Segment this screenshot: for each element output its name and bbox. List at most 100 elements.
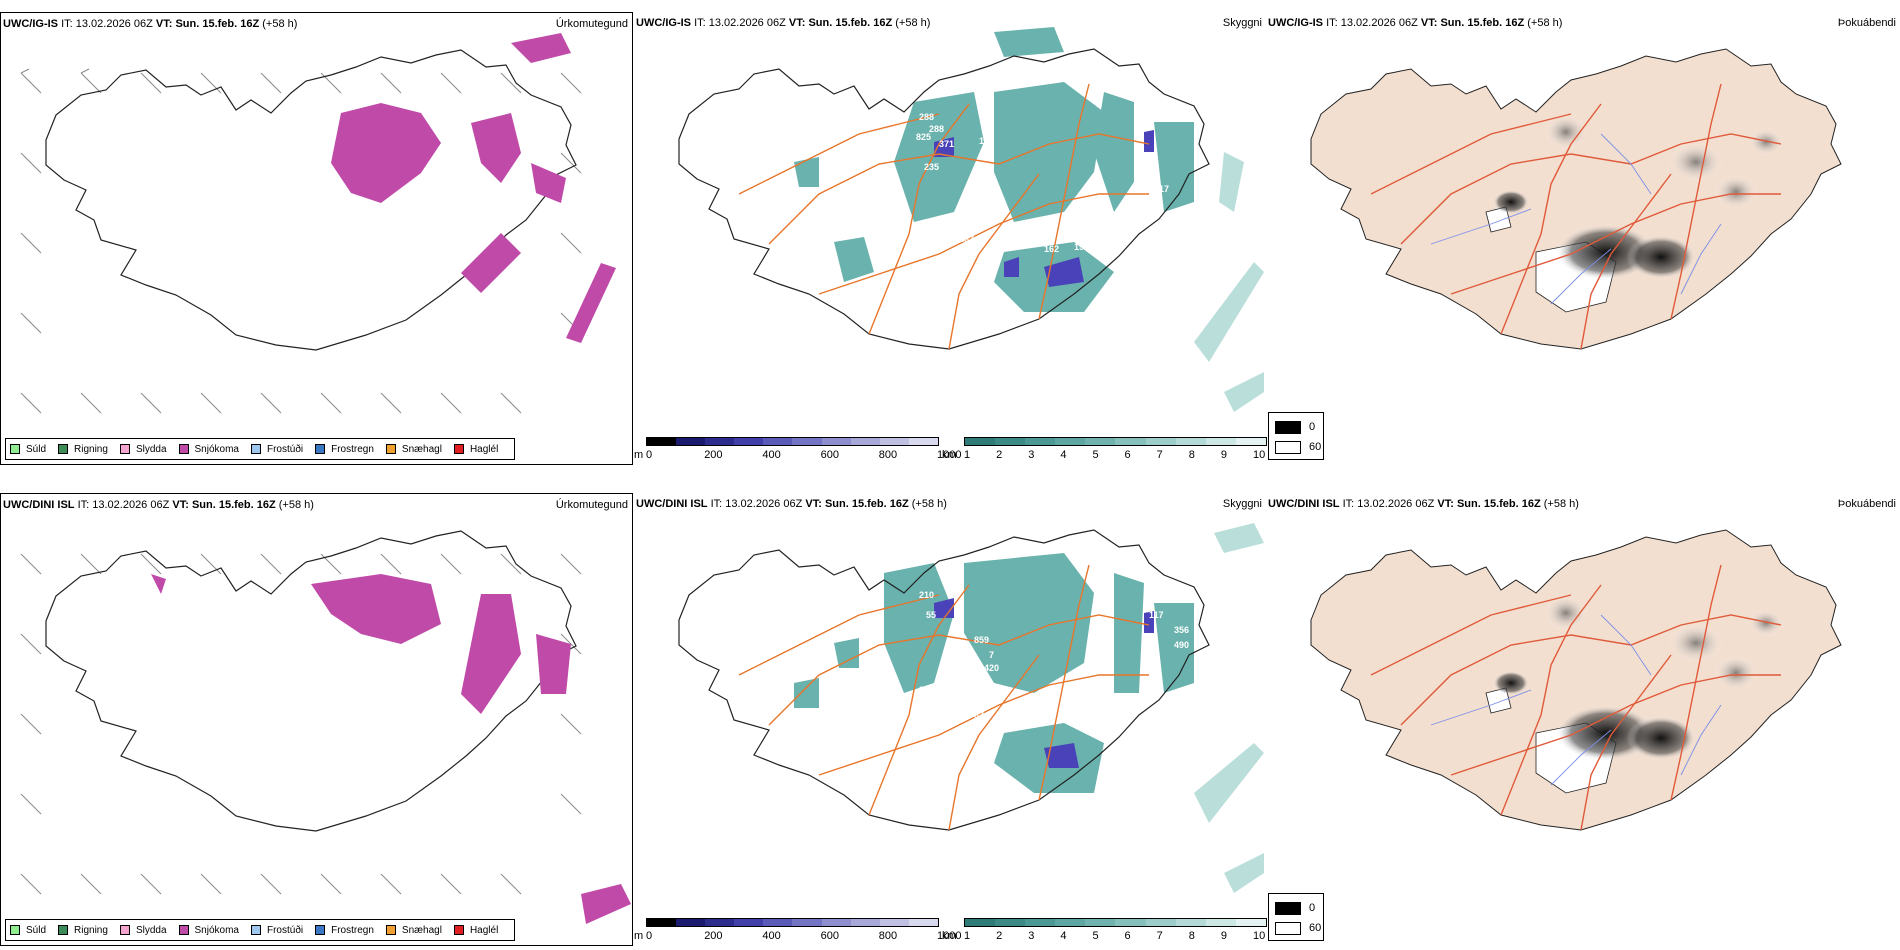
legend-swatch — [250, 925, 261, 935]
panel-title: Skyggni — [1222, 498, 1262, 510]
legend-item: Frostregn — [315, 444, 374, 455]
colorbar-tick: 7 — [1156, 930, 1163, 942]
colorbar-visibility-km-top: km 1 2 3 4 5 6 7 8 9 10 — [942, 437, 1267, 465]
legend-swatch — [453, 444, 464, 454]
legend-swatch — [10, 925, 20, 935]
panel-title: Þokuábendi — [1837, 498, 1896, 510]
legend-label: Súld — [26, 924, 47, 936]
colorbar-tick: 4 — [1060, 930, 1067, 942]
legend-swatch — [119, 925, 130, 935]
legend-label: Slydda — [135, 443, 167, 455]
legend-label: Slydda — [135, 924, 167, 936]
panel-title: Úrkomutegund — [555, 18, 628, 30]
precip-legend: Súld Rigning Slydda Snjókoma Frostúði Frostre… — [5, 438, 516, 460]
colorbar-tick: 800 — [878, 449, 898, 461]
colorbar-tick: 200 — [704, 930, 723, 942]
colorbar-unit: km — [942, 449, 957, 461]
panel-header: UWC/IG-IS IT: 13.02.2026 06Z VT: Sun. 15… — [636, 17, 931, 29]
legend-label: Snjókoma — [194, 924, 239, 936]
precip-type-panel-bottom: UWC/DINI ISL IT: 13.02.2026 06Z VT: Sun.… — [0, 493, 633, 946]
legend-swatch — [178, 444, 189, 454]
colorbar-tick: 10 — [1253, 930, 1266, 942]
legend-swatch — [178, 925, 189, 935]
precip-type-map-bottom — [1, 494, 633, 946]
colorbar-cloudbase-m-bottom: m 0 200 400 600 800 1000 — [634, 918, 961, 946]
colorbar-tick: 4 — [1060, 449, 1067, 461]
legend-swatch — [315, 444, 326, 454]
legend-label: Frostregn — [331, 924, 374, 936]
colorbar-tick: 9 — [1220, 449, 1227, 461]
legend-swatch — [58, 925, 69, 935]
fog-map-bottom — [1266, 493, 1900, 946]
colorbar-tick: 9 — [1220, 930, 1227, 942]
colorbar-tick: 8 — [1188, 930, 1195, 942]
colorbar-tick: 800 — [878, 930, 898, 942]
legend-item: Súld — [10, 925, 46, 936]
legend-swatch — [385, 925, 396, 935]
colorbar-tick: 6 — [1124, 449, 1131, 461]
fog-legend-top: 0 60 — [1268, 412, 1324, 460]
fog-map-top — [1266, 12, 1900, 465]
legend-item: Frostúði — [250, 924, 304, 936]
colorbar-tick: 5 — [1092, 930, 1099, 942]
panel-header: UWC/IG-IS IT: 13.02.2026 06Z VT: Sun. 15… — [1268, 17, 1563, 29]
legend-item: Haglél — [453, 443, 499, 455]
colorbar-tick: 7 — [1156, 449, 1163, 461]
colorbar-tick: 8 — [1188, 449, 1195, 461]
panel-title: Úrkomutegund — [555, 499, 628, 511]
colorbar-visibility-km-bottom: km 1 2 3 4 5 6 7 8 9 10 — [942, 918, 1267, 946]
colorbar-tick: 400 — [762, 449, 781, 461]
legend-swatch — [58, 444, 69, 454]
colorbar-tick: 600 — [820, 449, 839, 461]
colorbar-tick: 2 — [996, 449, 1003, 461]
colorbar-tick: 1 — [964, 449, 971, 461]
legend-item: Snæhagl — [385, 924, 442, 936]
colorbar-tick: 3 — [1028, 449, 1035, 461]
panel-header: UWC/DINI ISL IT: 13.02.2026 06Z VT: Sun.… — [1268, 498, 1579, 510]
colorbar-tick: 2 — [996, 930, 1003, 942]
colorbar-tick: 6 — [1124, 930, 1131, 942]
legend-swatch — [315, 925, 326, 935]
colorbar-tick: 0 — [646, 449, 653, 461]
colorbar-unit: m — [634, 449, 644, 461]
legend-swatch — [119, 444, 130, 454]
legend-label: Haglél — [469, 443, 499, 455]
panel-header: UWC/DINI ISL IT: 13.02.2026 06Z VT: Sun.… — [3, 499, 314, 511]
fog-panel-bottom: UWC/DINI ISL IT: 13.02.2026 06Z VT: Sun.… — [1266, 493, 1900, 946]
legend-item: Frostúði — [250, 444, 303, 455]
precip-type-panel-top: UWC/IG-IS IT: 13.02.2026 06Z VT: Sun. 15… — [0, 12, 633, 465]
colorbar-cloudbase-m-top: m 0 200 400 600 800 1000 — [634, 437, 961, 465]
colorbar-tick: 5 — [1092, 449, 1099, 461]
colorbar-tick: 600 — [820, 930, 839, 942]
precip-legend: Súld Rigning Slydda Snjókoma Frostúði Frostre… — [5, 919, 516, 941]
cloud-panel-top: UWC/IG-IS IT: 13.02.2026 06Z VT: Sun. 15… — [634, 12, 1266, 465]
legend-label: Rigning — [74, 924, 108, 936]
legend-item: Snjókoma — [178, 444, 239, 455]
colorbar-tick: 3 — [1028, 930, 1035, 942]
legend-item: Frostregn — [315, 925, 374, 936]
cloud-map-bottom — [634, 493, 1266, 946]
panel-title: Skyggni — [1222, 17, 1262, 29]
cloud-panel-bottom: UWC/DINI ISL IT: 13.02.2026 06Z VT: Sun.… — [634, 493, 1266, 946]
legend-swatch — [453, 925, 464, 935]
panel-title: Þokuábendi — [1837, 17, 1896, 29]
legend-swatch — [10, 444, 20, 454]
fog-legend-bottom: 0 60 — [1268, 893, 1324, 941]
legend-item: Rigning — [58, 925, 108, 936]
colorbar-tick: 0 — [646, 930, 653, 942]
cloud-map-top — [634, 12, 1266, 465]
legend-item: Snjókoma — [178, 924, 239, 936]
precip-type-map-top — [1, 13, 633, 465]
panel-header: UWC/DINI ISL IT: 13.02.2026 06Z VT: Sun.… — [636, 498, 947, 510]
legend-label: Snæhagl — [401, 924, 442, 936]
legend-item: Snæhagl — [385, 444, 442, 455]
legend-item: Súld — [10, 444, 46, 455]
legend-item: Rigning — [58, 444, 108, 455]
panel-header: UWC/IG-IS IT: 13.02.2026 06Z VT: Sun. 15… — [3, 18, 298, 30]
legend-swatch — [385, 444, 396, 454]
legend-label: Frostúði — [266, 924, 304, 936]
colorbar-tick: 1000 — [937, 449, 962, 461]
colorbar-unit: km — [942, 930, 957, 942]
legend-item: Slydda — [119, 924, 167, 936]
legend-item: Haglél — [453, 925, 498, 936]
